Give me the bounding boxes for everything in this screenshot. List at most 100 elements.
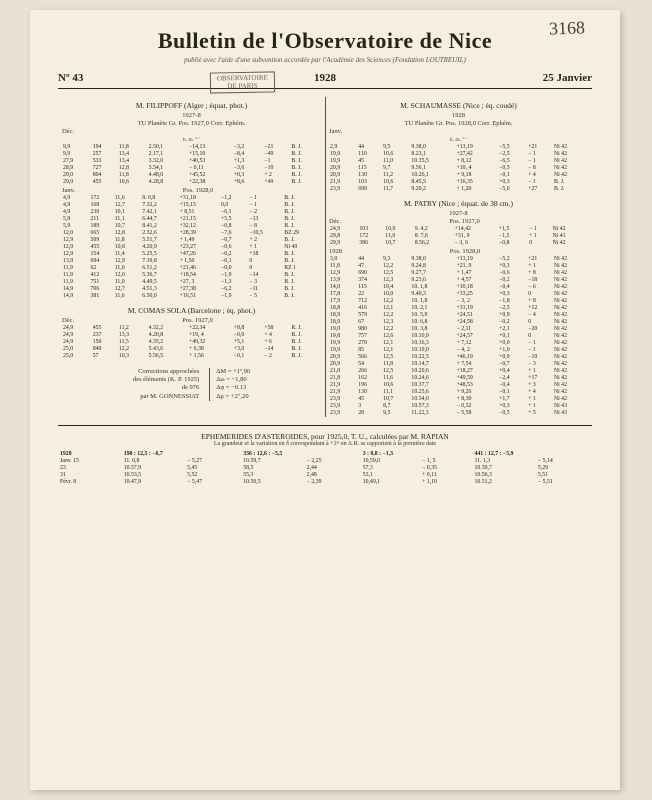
data-cell: 4.51,3 [141,286,178,293]
data-cell: 12,5 [382,270,410,277]
data-cell: B. J. [290,346,321,353]
data-cell: + 1,49 [179,237,220,244]
data-cell: 24,9 [329,226,358,233]
data-row: 14,011510,410. 1,8+10,18−0,4− 6Ni 42 [329,284,588,291]
ephemerides-section: EPHEMERIDES D'ASTEROIDES, pour 1925,0, T… [58,425,592,486]
data-cell: 10. 3,8 [410,326,455,333]
data-cell: − 5 [248,293,283,300]
data-cell: 12,9 [62,237,90,244]
data-cell: 24,9 [62,332,92,339]
data-cell: BZ 29 [283,230,321,237]
data-cell: Ni 42 [553,305,588,312]
data-cell: + 2 [263,172,290,179]
eph-cell: 5,29 [536,465,592,472]
data-cell: 47 [357,263,382,270]
data-cell: Ni 43 [553,403,588,410]
data-cell: 10. 1,8 [410,284,455,291]
eph-cell: Janv. 15 [58,458,122,465]
data-row: 19,98512,110.19,0− 4, 2+1,0− 1Ni 42 [329,347,588,354]
eph-table: 1928 198 : 12,5 : −6,7 336 : 12,6 : −5,5… [58,451,592,486]
data-cell: + 6 [263,339,290,346]
data-row: 21,910310,68.45,5+16,35+0,3− 1B. J. [329,179,588,186]
eph-hdr-3: 441 : 12,7 : −5,9 [472,451,592,458]
data-cell: 10,8 [114,244,142,251]
data-cell: 0 [248,258,283,265]
data-cell: +10, 4 [456,165,499,172]
data-row: 12,950911,85.51,7+ 1,49−0,7+ 2B. J. [62,237,321,244]
data-cell: 566 [357,354,382,361]
data-row: 20,91159,79.56,1+10, 4−0,5− 8Ni 42 [329,165,588,172]
data-cell: 3 [357,403,382,410]
data-cell: 230 [90,209,114,216]
data-cell: +2,1 [498,326,527,333]
data-cell: B. J. [290,158,321,165]
data-cell: 8,7 [382,403,410,410]
data-cell: −0,6 [498,270,527,277]
data-cell: 14,0 [329,284,357,291]
data-cell: −0,1 [233,353,264,360]
data-cell: 12,9 [114,258,142,265]
data-cell: Ni 42 [553,368,588,375]
data-cell: − 4 [527,312,553,319]
data-cell: +0,3 [498,263,527,270]
data-cell: 257 [92,151,118,158]
data-cell: 751 [90,279,114,286]
data-cell: 17,8 [329,291,357,298]
data-row: 19,94511,010.35,5+ 8,12−6,5− 1Ni 42 [329,158,588,165]
month-dec: Déc. [62,128,321,135]
column-divider [325,97,326,417]
data-cell: B. J. [290,179,321,186]
data-cell: −2,5 [498,151,527,158]
eph-cell: 10.53,5 [122,472,185,479]
data-cell: 25,0 [62,353,92,360]
main-columns: M. FILIPPOFF (Alger ; équat. phot.) 1927… [58,97,592,417]
data-cell: 11,9 [62,265,90,272]
data-cell: Ni 42 [553,277,588,284]
data-cell: +22,38 [188,179,233,186]
data-row: 21,913011,110.25,6+ 9,26−0,1+ 4Ni 42 [329,389,588,396]
data-cell: −0,4 [498,284,527,291]
data-cell: + 9,18 [456,172,499,179]
table-filippoff-dec: h. m. ° ′ 9,919411,82.50,1−14,13−3,2−21B… [62,136,321,186]
data-cell: 5.56,5 [148,353,188,360]
data-cell: 10.16,3 [410,340,455,347]
corr-line1: Corrections approchées [133,368,199,376]
data-cell: 533 [92,158,118,165]
data-cell: 7.19,8 [141,258,178,265]
data-row: 12,066512,82.32,6+28,39−7,6−10,5BZ 29 [62,230,321,237]
corr-line3: de 976 [133,384,199,392]
data-cell: 10,7 [384,240,413,247]
data-cell: +49,59 [456,375,499,382]
data-cell: 54 [357,361,382,368]
data-cell: 10,6 [382,179,410,186]
data-cell: B. J. [283,251,321,258]
data-cell: − 8 [248,223,283,230]
data-cell: +24,51 [456,312,499,319]
data-cell: 8.41,2 [141,223,178,230]
data-cell: 10,0 [382,291,410,298]
data-cell: 4,9 [62,209,90,216]
stamp-line2: DE PARIS [217,82,268,91]
data-cell: 44 [357,256,382,263]
data-cell: 28,9 [62,165,92,172]
data-cell: 10.35,5 [410,158,455,165]
data-row: 23,938,710.57,3− 0,32+0,3+ 1Ni 43 [329,403,588,410]
eph-cell: 2,44 [305,465,361,472]
table-header-r: TU Planète Gr. Pos. 1928,0 Corr. Ephém. [329,120,588,127]
data-cell: 19,9 [329,158,357,165]
data-cell: −1,3 [220,279,248,286]
data-cell: − 1 [527,151,553,158]
data-cell: 130 [357,389,382,396]
data-cell: 9.38,0 [410,256,455,263]
data-cell: −0,2 [220,251,248,258]
data-cell: 3.54,1 [148,165,188,172]
data-cell: + 1 [248,244,283,251]
data-row: 18,957912,210. 5,9+24,51+0,9− 4Ni 42 [329,312,588,319]
data-cell: 2.17,1 [148,151,188,158]
data-cell: B. J. [283,279,321,286]
data-cell: 11,1 [114,216,142,223]
data-cell: 211 [90,216,114,223]
data-cell: 9,3 [382,256,410,263]
eph-cell: + 1,10 [420,479,472,486]
data-row: 12,945510,84.20,9+23,27−0,6+ 1Ni 49 [62,244,321,251]
